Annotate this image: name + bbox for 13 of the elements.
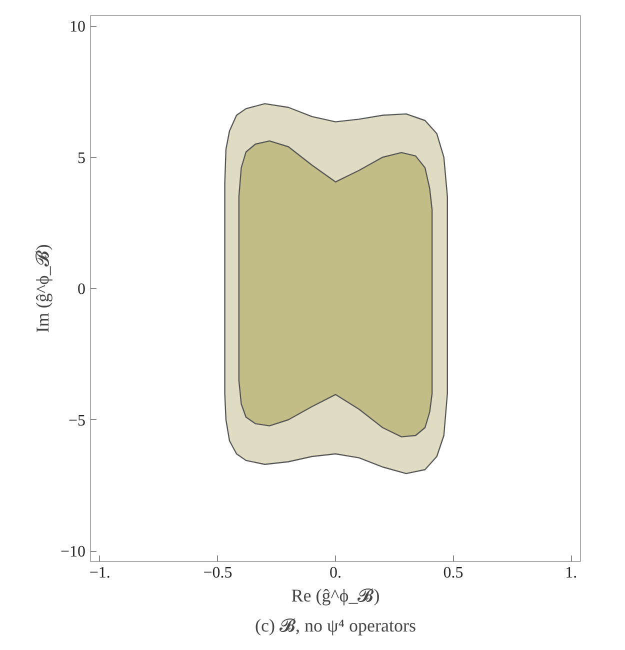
- y-tick-label: 10: [70, 18, 86, 36]
- y-tick-label: −10: [60, 544, 86, 560]
- x-axis-title: Re (ĝ^ϕ_𝓑): [291, 586, 380, 606]
- text: (c) 𝓑, no ψ⁴ operators: [255, 616, 416, 636]
- x-tick-label: 0.: [330, 564, 342, 582]
- x-tick-label: 1.: [565, 564, 578, 582]
- y-tick-label: 5: [78, 150, 86, 167]
- x-tick-label: −0.5: [203, 564, 232, 582]
- y-tick-label: −5: [68, 412, 86, 430]
- x-tick-label: −1.: [89, 564, 110, 582]
- x-tick-label: 0.5: [443, 564, 464, 582]
- y-axis-title: Im (ĝ^ϕ_𝓑): [32, 244, 52, 333]
- y-tick-label: 0: [78, 281, 86, 298]
